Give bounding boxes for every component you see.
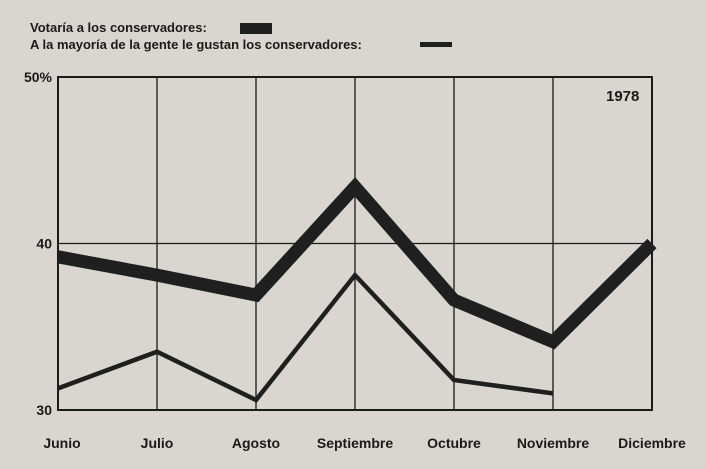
legend-swatch-mayoria	[420, 42, 452, 47]
y-tick-label: 50%	[24, 69, 53, 85]
x-tick-label: Octubre	[427, 435, 481, 451]
year-annotation: 1978	[606, 88, 639, 105]
legend: Votaría a los conservadores: A la mayorí…	[30, 20, 452, 52]
x-axis-ticks: Junio Julio Agosto Septiembre Octubre Noviemb…	[43, 435, 686, 451]
legend-label-mayoria: A la mayoría de la gente le gustan los c…	[30, 37, 362, 52]
grid-lines	[58, 77, 652, 410]
x-tick-label: Diciembre	[618, 435, 686, 451]
x-tick-label: Agosto	[232, 435, 280, 451]
x-tick-label: Noviembre	[517, 435, 590, 451]
legend-swatch-votaria	[240, 23, 272, 34]
x-tick-label: Julio	[141, 435, 174, 451]
series-line-1	[57, 271, 554, 403]
series-layer	[56, 177, 657, 403]
y-tick-label: 40	[36, 236, 52, 252]
legend-label-votaria: Votaría a los conservadores:	[30, 20, 207, 35]
x-tick-label: Septiembre	[317, 435, 393, 451]
x-tick-label: Junio	[43, 435, 80, 451]
y-tick-label: 30	[36, 402, 52, 418]
y-axis-ticks: 50% 40 30	[24, 69, 53, 418]
